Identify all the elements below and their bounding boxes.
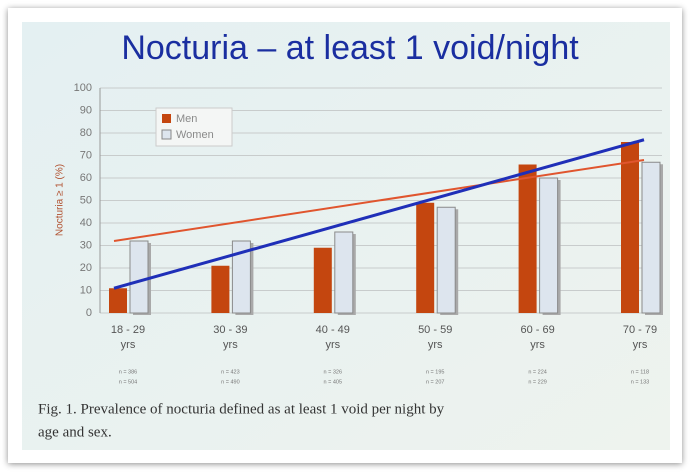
y-tick-label: 60 — [80, 172, 92, 184]
legend-swatch — [162, 114, 171, 123]
chart-title: Nocturia – at least 1 void/night — [121, 29, 579, 67]
sample-size-label: n = 118 — [631, 369, 649, 375]
sample-size-label: n = 195 — [426, 369, 445, 375]
bar — [231, 240, 251, 314]
bar — [436, 206, 456, 314]
x-tick-label: 50 - 59 yrs — [418, 324, 453, 351]
bar — [129, 240, 149, 314]
caption-line: age and sex. — [38, 424, 112, 440]
sample-size-label: n = 326 — [324, 369, 343, 375]
sample-size-label: n = 405 — [324, 379, 343, 385]
bar — [334, 231, 354, 314]
y-tick-label: 100 — [74, 82, 92, 94]
bar — [539, 177, 559, 314]
sample-size-label: n = 207 — [426, 379, 445, 385]
bar — [211, 265, 230, 313]
y-tick-label: 90 — [80, 104, 92, 116]
y-tick-label: 0 — [86, 307, 92, 319]
y-tick-label: 80 — [80, 127, 92, 139]
y-tick-label: 20 — [80, 262, 92, 274]
bar — [416, 202, 435, 313]
caption-line: Fig. 1. Prevalence of nocturia defined a… — [38, 401, 445, 417]
y-tick-label: 40 — [80, 217, 92, 229]
bar — [518, 164, 537, 313]
x-tick-label: 30 - 39 yrs — [213, 324, 248, 351]
legend-swatch — [161, 129, 172, 140]
bar — [641, 161, 661, 314]
y-axis-label: Nocturia ≥ 1 (%) — [55, 164, 66, 236]
y-tick-label: 50 — [80, 194, 92, 206]
trend-line — [113, 159, 645, 242]
sample-size-label: n = 490 — [221, 379, 240, 385]
trend-line — [113, 138, 645, 290]
sample-size-label: n = 224 — [528, 369, 547, 375]
x-tick-label: 70 - 79 yrs — [622, 324, 658, 351]
sample-size-label: n = 133 — [631, 379, 650, 385]
bar — [621, 142, 639, 313]
y-tick-label: 10 — [80, 284, 92, 296]
x-tick-label: 60 - 69 yrs — [520, 324, 555, 351]
sample-size-label: n = 229 — [528, 379, 547, 385]
legend-label: Men — [176, 113, 197, 125]
legend-label: Women — [176, 129, 214, 141]
sample-size-label: n = 386 — [119, 369, 138, 375]
y-tick-label: 30 — [80, 239, 92, 251]
x-tick-label: 40 - 49 yrs — [315, 324, 350, 351]
x-tick-label: 18 - 29 yrs — [110, 324, 146, 351]
bar — [313, 247, 332, 313]
bar — [109, 288, 127, 313]
sample-size-label: n = 423 — [221, 369, 240, 375]
y-tick-label: 70 — [80, 149, 92, 161]
sample-size-label: n = 504 — [119, 379, 138, 385]
